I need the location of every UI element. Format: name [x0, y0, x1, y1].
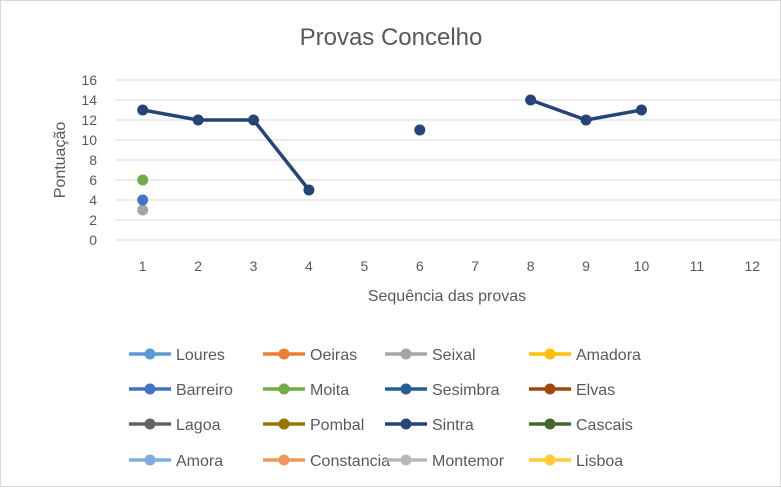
- grid-lines: [115, 79, 780, 241]
- legend-item-moita: Moita: [263, 382, 349, 399]
- legend-marker: [144, 454, 156, 466]
- data-point: [580, 114, 592, 126]
- data-point: [192, 114, 204, 126]
- x-tick-label: 2: [194, 258, 202, 274]
- legend-label: Amadora: [576, 347, 641, 364]
- data-point: [137, 204, 149, 216]
- legend-label: Loures: [176, 347, 225, 364]
- x-axis-ticks: 1 2 3 4 5 6 7 8 9 10 11 12: [139, 258, 760, 274]
- x-axis-title: Sequência das provas: [368, 288, 526, 305]
- legend-marker: [144, 418, 156, 430]
- series-barreiro: [137, 194, 149, 206]
- legend-label: Constancia: [310, 453, 390, 470]
- data-point: [137, 104, 149, 116]
- y-tick-label: 4: [89, 192, 97, 208]
- legend-marker: [544, 454, 556, 466]
- legend-marker: [400, 348, 412, 360]
- legend-marker: [400, 383, 412, 395]
- legend-item-montemor: Montemor: [385, 453, 505, 470]
- x-tick-label: 5: [360, 258, 368, 274]
- data-point: [414, 124, 426, 136]
- y-tick-label: 10: [81, 132, 97, 148]
- legend-label: Elvas: [576, 382, 615, 399]
- legend-label: Lagoa: [176, 417, 221, 434]
- x-tick-label: 7: [471, 258, 479, 274]
- series-seixal: [137, 204, 149, 216]
- data-point: [635, 104, 647, 116]
- data-point: [525, 94, 537, 106]
- legend-item-elvas: Elvas: [529, 382, 615, 399]
- legend-label: Seixal: [432, 347, 476, 364]
- legend-item-amora: Amora: [129, 453, 223, 470]
- y-tick-label: 6: [89, 172, 97, 188]
- legend-item-pombal: Pombal: [263, 417, 364, 434]
- legend-marker: [144, 348, 156, 360]
- legend-label: Montemor: [432, 453, 505, 470]
- x-tick-label: 8: [527, 258, 535, 274]
- y-tick-label: 2: [89, 212, 97, 228]
- y-axis-ticks: 0 2 4 6 8 10 12 14 16: [81, 72, 97, 248]
- series-moita: [137, 174, 149, 186]
- series-line-segment: [528, 98, 588, 122]
- y-tick-label: 0: [89, 232, 97, 248]
- x-tick-label: 11: [690, 258, 705, 274]
- x-tick-label: 10: [634, 258, 650, 274]
- y-axis-title: Pontuação: [52, 122, 69, 199]
- legend-marker: [544, 418, 556, 430]
- legend-item-sintra: Sintra: [385, 417, 474, 434]
- data-point: [303, 184, 315, 196]
- legend-label: Barreiro: [176, 382, 233, 399]
- x-tick-label: 12: [745, 258, 761, 274]
- legend-marker: [400, 418, 412, 430]
- legend: Loures Oeiras Seixal Amadora Barreiro Moita Se…: [129, 347, 641, 470]
- legend-marker: [400, 454, 412, 466]
- legend-item-seixal: Seixal: [385, 347, 476, 364]
- legend-label: Pombal: [310, 417, 364, 434]
- legend-item-lisboa: Lisboa: [529, 453, 623, 470]
- legend-marker: [544, 348, 556, 360]
- x-tick-label: 9: [582, 258, 590, 274]
- chart-title: Provas Concelho: [300, 24, 483, 51]
- legend-label: Lisboa: [576, 453, 623, 470]
- y-tick-label: 8: [89, 152, 97, 168]
- legend-item-constancia: Constancia: [263, 453, 390, 470]
- legend-marker: [278, 418, 290, 430]
- legend-item-sesimbra: Sesimbra: [385, 382, 500, 399]
- y-tick-label: 16: [81, 72, 97, 88]
- x-tick-label: 1: [139, 258, 147, 274]
- x-tick-label: 4: [305, 258, 313, 274]
- x-tick-label: 3: [250, 258, 258, 274]
- legend-marker: [278, 348, 290, 360]
- legend-item-barreiro: Barreiro: [129, 382, 233, 399]
- legend-item-cascais: Cascais: [529, 417, 633, 434]
- legend-label: Sintra: [432, 417, 474, 434]
- legend-item-oeiras: Oeiras: [263, 347, 357, 364]
- legend-label: Amora: [176, 453, 223, 470]
- legend-item-loures: Loures: [129, 347, 225, 364]
- legend-label: Moita: [310, 382, 349, 399]
- series-layer: [137, 94, 647, 216]
- legend-item-amadora: Amadora: [529, 347, 641, 364]
- series-line-segment: [140, 108, 200, 122]
- series-sintra: [137, 94, 647, 196]
- legend-label: Sesimbra: [432, 382, 500, 399]
- legend-marker: [544, 383, 556, 395]
- x-tick-label: 6: [416, 258, 424, 274]
- y-tick-label: 12: [81, 112, 97, 128]
- data-point: [137, 174, 149, 186]
- series-line-segment: [584, 108, 644, 122]
- legend-label: Cascais: [576, 417, 633, 434]
- legend-marker: [144, 383, 156, 395]
- legend-marker: [278, 383, 290, 395]
- data-point: [248, 114, 260, 126]
- legend-label: Oeiras: [310, 347, 357, 364]
- legend-marker: [278, 454, 290, 466]
- y-tick-label: 14: [81, 92, 97, 108]
- legend-item-lagoa: Lagoa: [129, 417, 221, 434]
- data-point: [137, 194, 149, 206]
- series-line-segment: [251, 118, 311, 192]
